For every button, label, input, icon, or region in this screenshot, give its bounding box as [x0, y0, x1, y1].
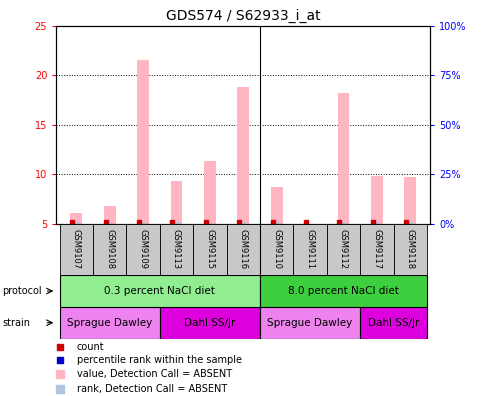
Text: 0.3 percent NaCl diet: 0.3 percent NaCl diet [104, 286, 215, 296]
Bar [270, 187, 282, 224]
Text: GSM9113: GSM9113 [172, 229, 181, 270]
Text: GSM9117: GSM9117 [372, 229, 381, 270]
Bar [60, 307, 160, 339]
Bar [126, 224, 160, 275]
Bar [260, 307, 360, 339]
Bar [174, 222, 179, 224]
Bar [237, 87, 248, 224]
Text: GSM9107: GSM9107 [72, 229, 81, 270]
Bar [407, 222, 412, 224]
Bar [360, 224, 393, 275]
Text: rank, Detection Call = ABSENT: rank, Detection Call = ABSENT [77, 384, 226, 394]
Bar [160, 307, 260, 339]
Text: Dahl SS/Jr: Dahl SS/Jr [184, 318, 235, 328]
Text: GSM9110: GSM9110 [272, 229, 281, 270]
Text: strain: strain [2, 318, 30, 328]
Text: GSM9118: GSM9118 [405, 229, 414, 270]
Bar [103, 206, 115, 224]
Text: value, Detection Call = ABSENT: value, Detection Call = ABSENT [77, 369, 231, 379]
Bar [60, 224, 93, 275]
Bar [226, 224, 260, 275]
Bar [260, 275, 426, 307]
Text: GSM9109: GSM9109 [138, 229, 147, 270]
Bar [107, 222, 112, 224]
Bar [207, 222, 212, 224]
Bar [74, 222, 79, 224]
Bar [137, 60, 149, 224]
Bar [326, 224, 360, 275]
Bar [170, 181, 182, 224]
Bar [340, 222, 346, 224]
Bar [337, 93, 348, 224]
Bar [404, 177, 415, 224]
Text: GSM9116: GSM9116 [238, 229, 247, 270]
Bar [203, 161, 215, 224]
Bar [60, 275, 260, 307]
Bar [360, 307, 426, 339]
Bar [140, 222, 145, 224]
Bar [70, 213, 82, 224]
Text: Dahl SS/Jr: Dahl SS/Jr [367, 318, 418, 328]
Bar [193, 224, 226, 275]
Bar [293, 224, 326, 275]
Text: count: count [77, 342, 104, 352]
Bar [240, 222, 245, 224]
Text: GSM9115: GSM9115 [205, 229, 214, 270]
Bar [260, 224, 293, 275]
Bar [93, 224, 126, 275]
Bar [374, 222, 379, 224]
Text: GSM9111: GSM9111 [305, 229, 314, 270]
Bar [274, 222, 279, 224]
Text: Sprague Dawley: Sprague Dawley [67, 318, 152, 328]
Text: protocol: protocol [2, 286, 42, 296]
Bar [370, 176, 382, 224]
Title: GDS574 / S62933_i_at: GDS574 / S62933_i_at [165, 9, 320, 23]
Text: Sprague Dawley: Sprague Dawley [267, 318, 352, 328]
Text: 8.0 percent NaCl diet: 8.0 percent NaCl diet [287, 286, 398, 296]
Bar [393, 224, 426, 275]
Text: percentile rank within the sample: percentile rank within the sample [77, 355, 241, 366]
Bar [160, 224, 193, 275]
Text: GSM9108: GSM9108 [105, 229, 114, 270]
Text: GSM9112: GSM9112 [338, 229, 347, 270]
